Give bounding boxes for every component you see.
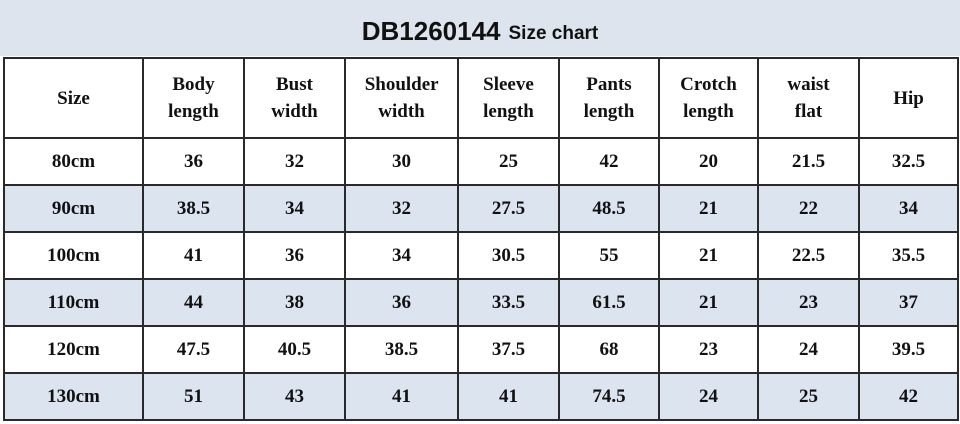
size-table: Size Body length Bust width Shoulder width S… (3, 57, 959, 421)
column-header: Body length (142, 57, 245, 139)
measure-cell: 24 (658, 372, 759, 421)
measure-cell: 21.5 (757, 137, 860, 186)
size-cell: 110cm (3, 278, 144, 327)
column-header: Sleeve length (457, 57, 560, 139)
measure-cell: 41 (344, 372, 459, 421)
measure-cell: 47.5 (142, 325, 245, 374)
size-cell: 100cm (3, 231, 144, 280)
column-header: Pants length (558, 57, 660, 139)
measure-cell: 21 (658, 278, 759, 327)
table-row: 100cm 41 36 34 30.5 55 21 22.5 35.5 (3, 231, 959, 280)
column-header-text: Pants length (583, 74, 635, 122)
measure-cell: 21 (658, 231, 759, 280)
measure-cell: 38.5 (142, 184, 245, 233)
measure-cell: 32 (344, 184, 459, 233)
table-row: 120cm 47.5 40.5 38.5 37.5 68 23 24 39.5 (3, 325, 959, 374)
column-header-text: Crotch length (680, 74, 737, 122)
column-header-text: Bust width (271, 74, 318, 122)
measure-cell: 25 (457, 137, 560, 186)
measure-cell: 30.5 (457, 231, 560, 280)
table-row: 80cm 36 32 30 25 42 20 21.5 32.5 (3, 137, 959, 186)
measure-cell: 20 (658, 137, 759, 186)
measure-cell: 25 (757, 372, 860, 421)
measure-cell: 32 (243, 137, 346, 186)
column-header: Bust width (243, 57, 346, 139)
column-header-text: Sleeve length (483, 74, 534, 122)
measure-cell: 36 (142, 137, 245, 186)
column-header-text: waist flat (787, 74, 830, 122)
product-code: DB1260144 (361, 15, 501, 46)
measure-cell: 23 (658, 325, 759, 374)
measure-cell: 44 (142, 278, 245, 327)
measure-cell: 22 (757, 184, 860, 233)
measure-cell: 48.5 (558, 184, 660, 233)
measure-cell: 40.5 (243, 325, 346, 374)
size-cell: 130cm (3, 372, 144, 421)
measure-cell: 22.5 (757, 231, 860, 280)
measure-cell: 68 (558, 325, 660, 374)
measure-cell: 36 (243, 231, 346, 280)
column-header-text: Shoulder width (364, 74, 439, 122)
column-header: Hip (858, 57, 959, 139)
column-header: Crotch length (658, 57, 759, 139)
measure-cell: 38.5 (344, 325, 459, 374)
title-band: DB1260144 Size chart (0, 0, 960, 56)
measure-cell: 42 (858, 372, 959, 421)
measure-cell: 34 (243, 184, 346, 233)
column-header: waist flat (757, 57, 860, 139)
size-cell: 120cm (3, 325, 144, 374)
measure-cell: 74.5 (558, 372, 660, 421)
table-row: 130cm 51 43 41 41 74.5 24 25 42 (3, 372, 959, 421)
table-row: 110cm 44 38 36 33.5 61.5 21 23 37 (3, 278, 959, 327)
measure-cell: 35.5 (858, 231, 959, 280)
measure-cell: 33.5 (457, 278, 560, 327)
measure-cell: 38 (243, 278, 346, 327)
column-header-text: Size (57, 87, 90, 109)
measure-cell: 23 (757, 278, 860, 327)
header-row: Size Body length Bust width Shoulder width S… (3, 57, 959, 139)
measure-cell: 37 (858, 278, 959, 327)
measure-cell: 37.5 (457, 325, 560, 374)
measure-cell: 51 (142, 372, 245, 421)
measure-cell: 27.5 (457, 184, 560, 233)
measure-cell: 36 (344, 278, 459, 327)
measure-cell: 30 (344, 137, 459, 186)
measure-cell: 42 (558, 137, 660, 186)
size-cell: 90cm (3, 184, 144, 233)
column-header-text: Body length (168, 74, 219, 122)
measure-cell: 24 (757, 325, 860, 374)
measure-cell: 43 (243, 372, 346, 421)
measure-cell: 41 (457, 372, 560, 421)
measure-cell: 32.5 (858, 137, 959, 186)
size-cell: 80cm (3, 137, 144, 186)
subtitle: Size chart (508, 23, 599, 44)
measure-cell: 39.5 (858, 325, 959, 374)
column-header-text: Hip (893, 87, 924, 109)
measure-cell: 34 (344, 231, 459, 280)
column-header: Shoulder width (344, 57, 459, 139)
table-row: 90cm 38.5 34 32 27.5 48.5 21 22 34 (3, 184, 959, 233)
column-header: Size (3, 57, 144, 139)
measure-cell: 34 (858, 184, 959, 233)
measure-cell: 21 (658, 184, 759, 233)
measure-cell: 61.5 (558, 278, 660, 327)
measure-cell: 41 (142, 231, 245, 280)
measure-cell: 55 (558, 231, 660, 280)
